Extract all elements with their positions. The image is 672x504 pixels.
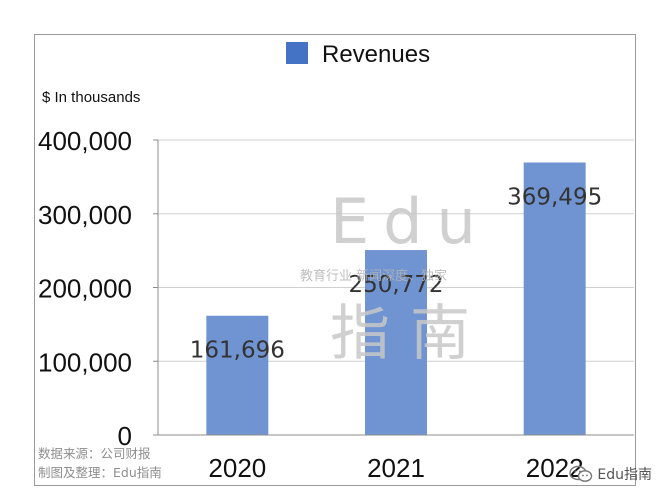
x-tick-label: 2020 <box>208 453 266 483</box>
source-note: 数据来源：公司财报 制图及整理：Edu指南 <box>38 444 162 482</box>
value-label: 161,696 <box>190 338 285 364</box>
y-tick-labels: 0 100,000 200,000 300,000 400,000 <box>38 126 132 451</box>
legend-label: Revenues <box>322 41 430 68</box>
credit-line: 制图及整理：Edu指南 <box>38 465 162 480</box>
y-tick-label: 100,000 <box>38 347 132 377</box>
y-tick-label: 400,000 <box>38 126 132 156</box>
bar-2020 <box>206 315 269 435</box>
bar-2021 <box>365 250 427 435</box>
bars <box>206 162 586 435</box>
legend-swatch <box>286 42 308 64</box>
bar-2022 <box>523 162 586 435</box>
y-tick-label: 300,000 <box>38 200 132 230</box>
wechat-icon <box>569 465 593 482</box>
x-tick-label: 2021 <box>367 453 425 483</box>
value-labels: 161,696 250,772 369,495 <box>190 184 602 363</box>
source-line: 数据来源：公司财报 <box>38 446 151 461</box>
y-tick-label: 0 <box>118 421 132 451</box>
badge-text: Edu指南 <box>597 467 652 483</box>
chart-frame <box>34 34 636 486</box>
x-tick-labels: 2020 2021 2022 <box>208 453 583 483</box>
y-tick-label: 200,000 <box>38 274 132 304</box>
y-axis-label: $ In thousands <box>42 89 140 106</box>
value-label: 250,772 <box>348 272 443 298</box>
account-badge: Edu指南 <box>569 464 652 484</box>
value-label: 369,495 <box>507 184 602 210</box>
